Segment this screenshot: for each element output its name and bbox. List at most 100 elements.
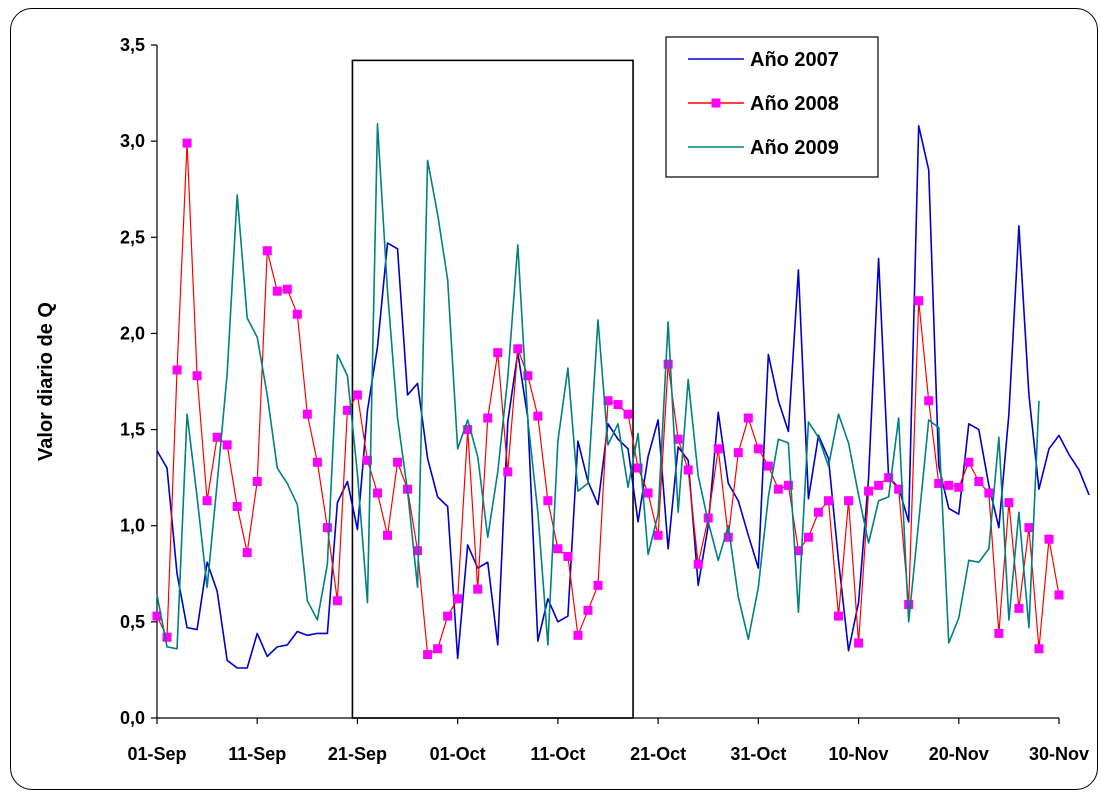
legend-label: Año 2007 xyxy=(750,49,839,71)
data-point xyxy=(413,546,423,556)
data-point xyxy=(1034,644,1044,654)
data-point xyxy=(262,246,272,256)
data-point xyxy=(252,476,262,486)
data-point xyxy=(633,463,643,473)
data-point xyxy=(653,530,663,540)
y-tick-label: 0,0 xyxy=(120,708,145,728)
data-point xyxy=(302,409,312,419)
data-point xyxy=(563,551,573,561)
data-point xyxy=(844,496,854,506)
data-point xyxy=(212,432,222,442)
data-point xyxy=(834,611,844,621)
data-point xyxy=(713,444,723,454)
data-point xyxy=(593,580,603,590)
data-point xyxy=(703,513,713,523)
series-2 xyxy=(152,138,1064,660)
legend-box xyxy=(665,36,879,178)
data-point xyxy=(1004,498,1014,508)
data-point xyxy=(944,480,954,490)
legend-marker xyxy=(711,98,721,108)
data-point xyxy=(904,600,914,610)
data-point xyxy=(994,628,1004,638)
data-point xyxy=(162,632,172,642)
data-point xyxy=(292,309,302,319)
data-point xyxy=(453,594,463,604)
data-point xyxy=(823,496,833,506)
axes xyxy=(156,45,1059,719)
x-tick-label: 11-Oct xyxy=(530,744,585,764)
y-tick-label: 0,5 xyxy=(120,612,145,632)
x-tick-label: 01-Sep xyxy=(127,744,186,764)
data-point xyxy=(423,650,433,660)
data-point xyxy=(934,478,944,488)
chart-frame xyxy=(10,8,1098,790)
data-point xyxy=(523,371,533,381)
data-point xyxy=(803,532,813,542)
series-line xyxy=(156,123,1040,650)
legend-label: Año 2009 xyxy=(750,137,839,159)
data-point xyxy=(894,484,904,494)
data-point xyxy=(813,507,823,517)
data-point xyxy=(783,480,793,490)
series-1 xyxy=(156,124,1090,669)
legend-item: Año 2008 xyxy=(688,93,839,115)
y-tick-label: 2,5 xyxy=(120,227,145,247)
data-point xyxy=(362,455,372,465)
data-point xyxy=(202,496,212,506)
data-point xyxy=(393,457,403,467)
data-point xyxy=(372,488,382,498)
data-point xyxy=(553,544,563,554)
data-point xyxy=(643,488,653,498)
data-point xyxy=(623,409,633,419)
data-point xyxy=(733,448,743,458)
x-tick-label: 21-Sep xyxy=(328,744,387,764)
data-point xyxy=(342,405,352,415)
data-point xyxy=(483,413,493,423)
data-point xyxy=(242,548,252,558)
data-point xyxy=(272,286,282,296)
data-point xyxy=(383,530,393,540)
data-point xyxy=(864,486,874,496)
data-point xyxy=(513,344,523,354)
data-point xyxy=(222,440,232,450)
y-tick-label: 2,0 xyxy=(120,323,145,343)
series-3 xyxy=(156,123,1040,650)
legend: Año 2007 Año 2008 Año 2009 xyxy=(665,36,879,178)
data-point xyxy=(533,411,543,421)
x-tick-label: 21-Oct xyxy=(630,744,686,764)
data-point xyxy=(964,457,974,467)
data-point xyxy=(753,444,763,454)
data-point xyxy=(503,467,513,477)
data-point xyxy=(473,584,483,594)
data-point xyxy=(1054,590,1064,600)
data-point xyxy=(583,605,593,615)
data-point xyxy=(463,425,473,435)
data-point xyxy=(232,501,242,511)
data-point xyxy=(884,473,894,483)
legend-label: Año 2008 xyxy=(750,93,839,115)
data-point xyxy=(443,611,453,621)
x-tick-label: 20-Nov xyxy=(929,744,989,764)
data-point xyxy=(673,434,683,444)
series-layer xyxy=(152,123,1090,669)
y-tick-label: 3,0 xyxy=(120,131,145,151)
data-point xyxy=(854,638,864,648)
x-tick-label: 30-Nov xyxy=(1029,744,1089,764)
data-point xyxy=(603,396,613,406)
data-point xyxy=(322,523,332,533)
data-point xyxy=(743,413,753,423)
data-point xyxy=(613,400,623,410)
data-point xyxy=(723,532,733,542)
x-tick-label: 31-Oct xyxy=(730,744,786,764)
data-point xyxy=(924,396,934,406)
x-tick-label: 10-Nov xyxy=(829,744,889,764)
legend-item: Año 2009 xyxy=(688,137,839,159)
data-point xyxy=(312,457,322,467)
data-point xyxy=(954,482,964,492)
legend-item: Año 2007 xyxy=(688,49,839,71)
data-point xyxy=(974,476,984,486)
y-tick-label: 1,0 xyxy=(120,516,145,536)
tick-layer: 0,0 0,5 1,0 1,5 2,0 2,5 3,0 3,5 01-Sep 11-Sep 21-S… xyxy=(120,35,1089,764)
x-tick-label: 01-Oct xyxy=(430,744,486,764)
data-point xyxy=(763,461,773,471)
